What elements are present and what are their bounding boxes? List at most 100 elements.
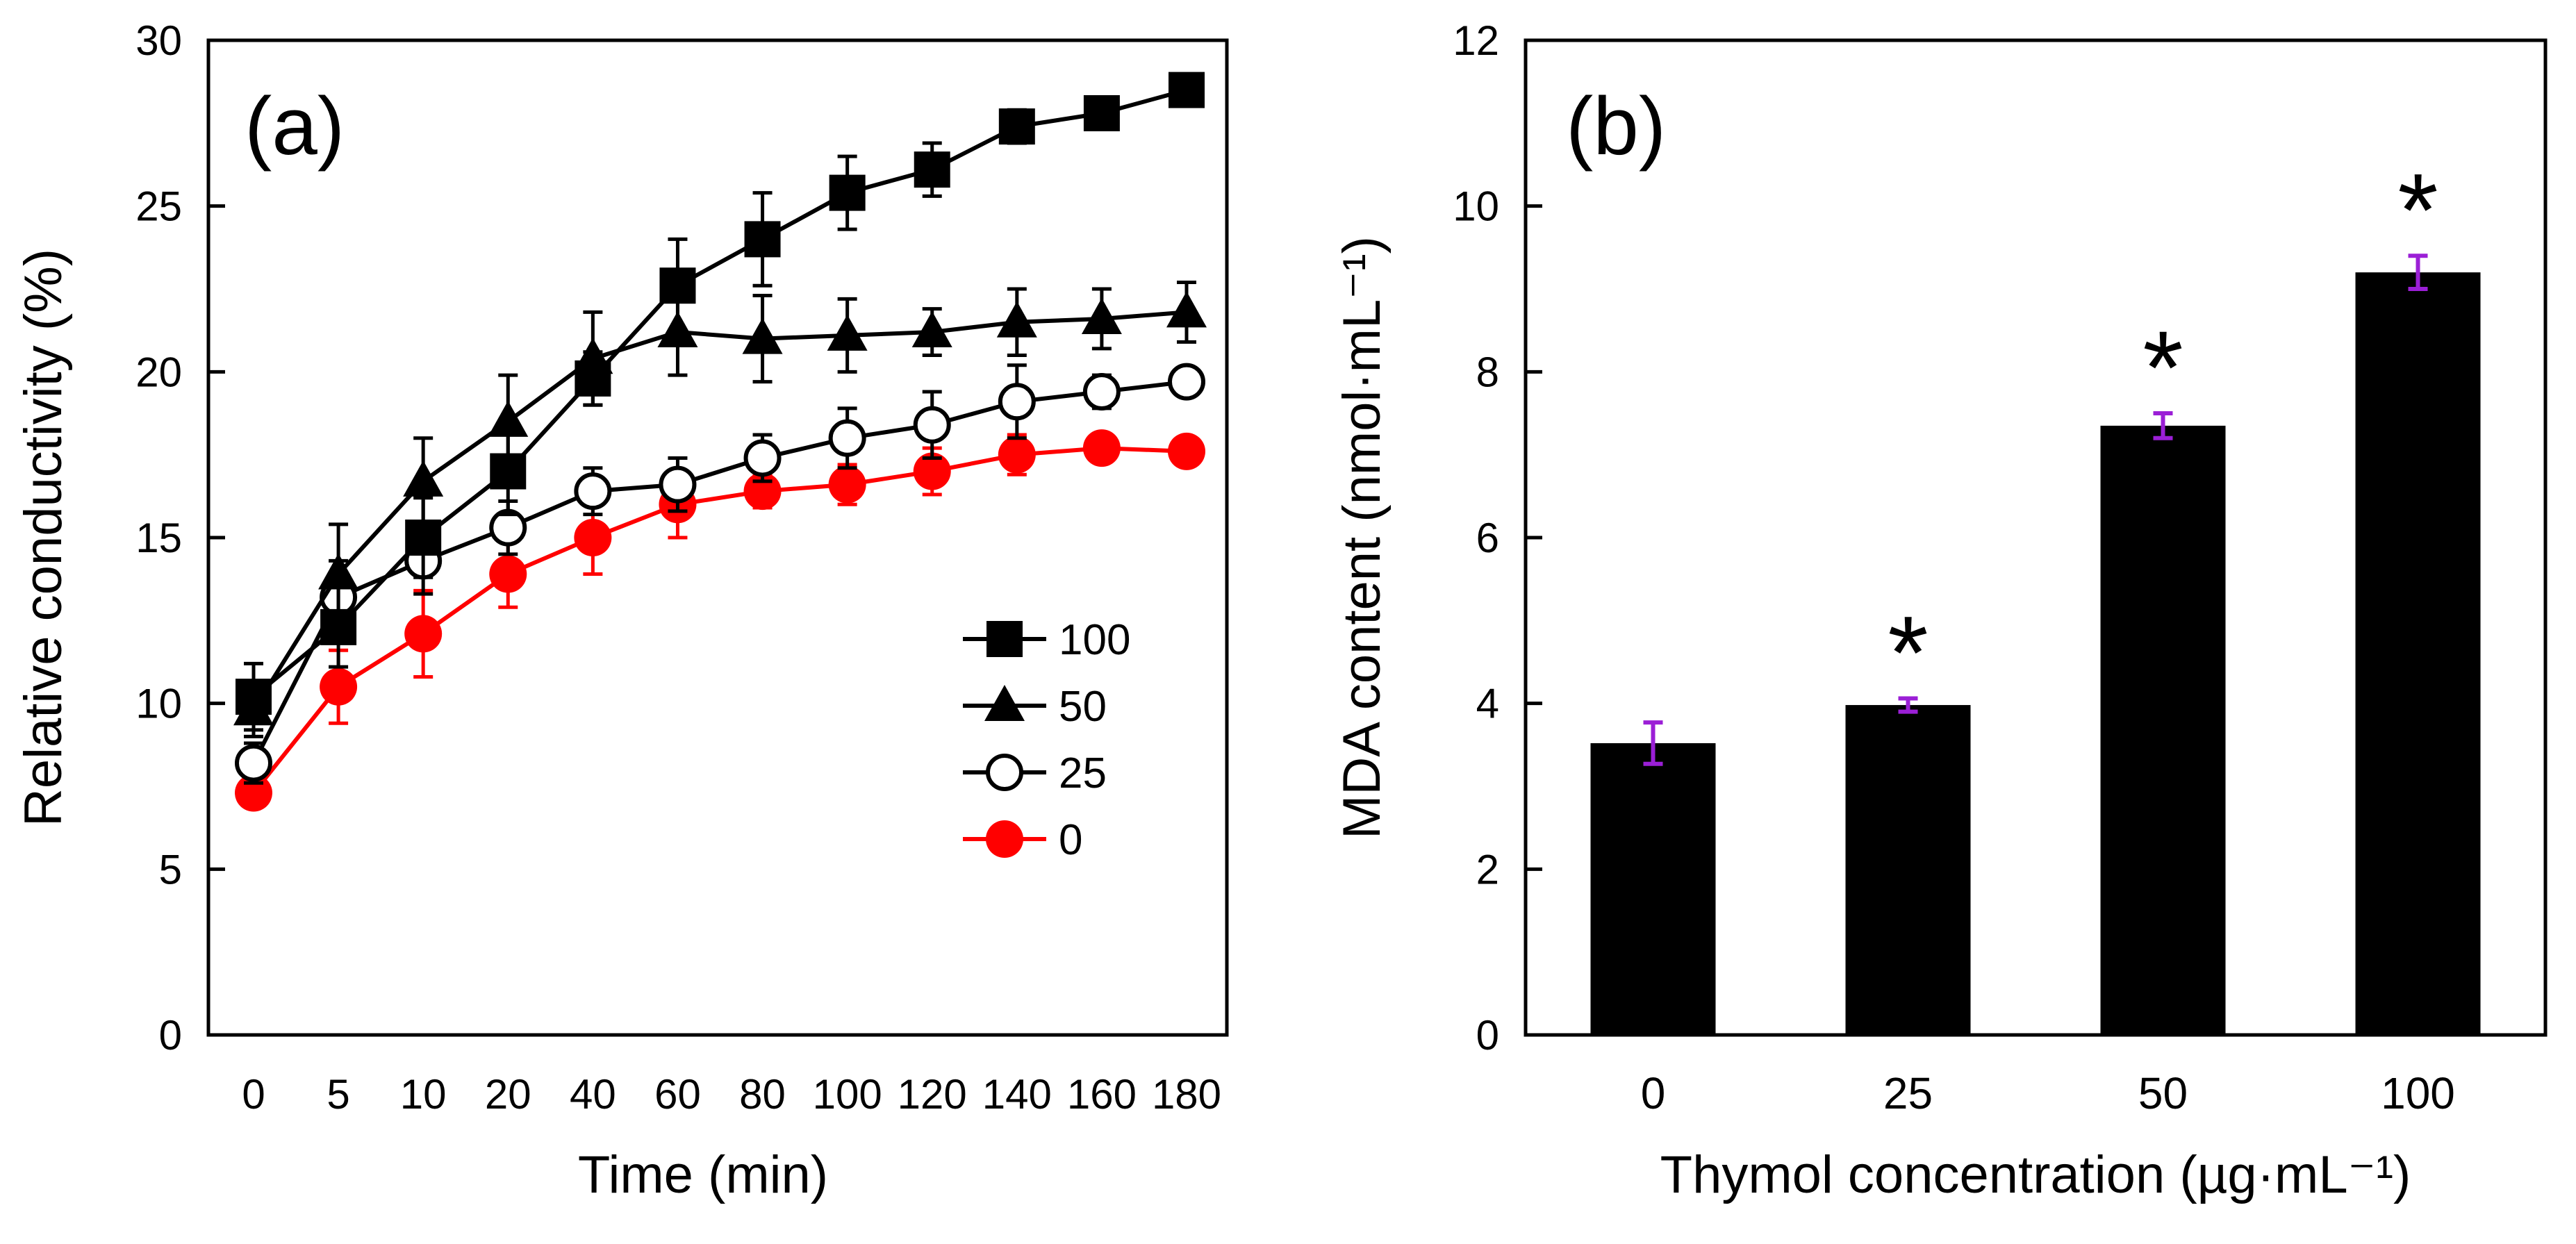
panel-a-x-tick-label: 0 xyxy=(242,1071,265,1118)
series-25-point xyxy=(235,744,272,782)
legend-label-0: 0 xyxy=(1059,816,1082,864)
bar-50 xyxy=(2100,425,2226,1035)
series-0-point xyxy=(320,667,358,706)
panel-a-x-tick-label: 140 xyxy=(982,1071,1052,1118)
panel-b-y-tick-label: 4 xyxy=(1476,681,1499,727)
legend-marker-0 xyxy=(986,820,1023,858)
panel-a-y-tick-label: 5 xyxy=(159,846,182,893)
series-100-point xyxy=(405,520,442,556)
significance-marker: * xyxy=(1888,595,1928,711)
series-25-point xyxy=(574,472,612,511)
series-0-line xyxy=(251,446,1187,795)
panel-b-y-tick-label: 0 xyxy=(1476,1012,1499,1059)
series-25-point xyxy=(659,465,697,504)
series-100-point xyxy=(236,679,272,715)
legend-label-50: 50 xyxy=(1059,683,1107,731)
legend-marker-50 xyxy=(984,685,1025,721)
series-50-point xyxy=(403,460,444,497)
panel-b-y-tick-label: 6 xyxy=(1476,515,1499,561)
series-100-line xyxy=(252,88,1187,699)
series-0-point xyxy=(404,615,443,653)
series-50-point xyxy=(318,553,359,590)
legend-marker-100 xyxy=(986,621,1023,657)
series-25 xyxy=(235,363,1205,785)
series-50-point xyxy=(1166,291,1207,328)
significance-marker: * xyxy=(2397,151,2438,268)
series-0-point xyxy=(574,519,612,556)
panel-b-bar-chart: (b) MDA content (nmol·mL⁻¹) Thymol conce… xyxy=(1332,17,2548,1204)
series-50-point xyxy=(742,317,783,354)
panel-a-x-tick-label: 5 xyxy=(327,1071,349,1118)
series-0-point xyxy=(828,465,866,504)
panel-a-y-tick-label: 25 xyxy=(135,183,182,230)
panel-a-y-axis-label: Relative conductivity (%) xyxy=(14,249,73,827)
panel-b-y-axis-label: MDA content (nmol·mL⁻¹) xyxy=(1332,236,1392,839)
bar-100 xyxy=(2355,272,2481,1036)
series-100-point xyxy=(744,221,781,258)
panel-a-y-tick-label: 10 xyxy=(135,681,182,727)
bar-0 xyxy=(1590,743,1716,1035)
series-50-point xyxy=(911,311,952,348)
series-50-point xyxy=(996,301,1037,338)
panel-a-y-tick-label: 20 xyxy=(135,349,182,395)
legend-label-100: 100 xyxy=(1059,616,1130,664)
panel-b-label: (b) xyxy=(1566,81,1666,172)
series-100-point xyxy=(490,453,527,490)
series-0-point xyxy=(998,436,1036,474)
panel-a-x-tick-label: 10 xyxy=(400,1071,447,1118)
legend-marker-25 xyxy=(986,754,1023,791)
series-50 xyxy=(233,280,1207,738)
series-100-point xyxy=(998,108,1035,145)
series-50-point xyxy=(1081,297,1122,334)
series-25-point xyxy=(913,406,951,444)
panel-a-x-tick-label: 60 xyxy=(654,1071,701,1118)
panel-b-x-tick-label: 25 xyxy=(1883,1068,1933,1118)
series-25-point xyxy=(743,439,782,477)
panel-b-x-tick-label: 100 xyxy=(2381,1068,2455,1118)
panel-a-x-tick-label: 120 xyxy=(898,1071,967,1118)
panel-a-y-tick-label: 30 xyxy=(135,17,182,64)
legend-label-25: 25 xyxy=(1059,749,1107,797)
panel-b-y-tick-label: 8 xyxy=(1476,349,1499,395)
series-25-point xyxy=(1082,372,1121,410)
panel-a-x-tick-label: 40 xyxy=(570,1071,616,1118)
series-0-point xyxy=(1168,432,1205,470)
panel-a-plot-frame xyxy=(206,38,1229,1037)
series-100-point xyxy=(1083,95,1120,132)
series-0-point xyxy=(489,555,527,593)
panel-a-x-tick-label: 180 xyxy=(1152,1071,1221,1118)
panel-a-x-tick-label: 80 xyxy=(739,1071,786,1118)
panel-a-x-axis-label: Time (min) xyxy=(578,1145,828,1204)
panel-a-x-tick-label: 20 xyxy=(485,1071,531,1118)
panel-a-label: (a) xyxy=(245,81,345,172)
series-25-line xyxy=(251,379,1187,764)
series-100-point xyxy=(829,174,866,211)
panel-b-x-axis-label: Thymol concentration (µg·mL⁻¹) xyxy=(1660,1145,2411,1204)
series-100 xyxy=(236,72,1205,732)
series-0-point xyxy=(913,452,951,490)
series-25-point xyxy=(828,419,866,457)
panel-b-y-tick-label: 12 xyxy=(1453,17,1499,64)
panel-b-x-tick-label: 0 xyxy=(1641,1068,1666,1118)
panel-b-y-tick-label: 10 xyxy=(1453,183,1499,230)
series-0-point xyxy=(1082,429,1121,467)
panel-b-y-tick-label: 2 xyxy=(1476,846,1499,893)
series-100-point xyxy=(575,360,611,397)
series-50-point xyxy=(488,400,529,437)
series-100-point xyxy=(320,608,357,645)
panel-a-legend: 100 50 25 0 xyxy=(963,616,1130,864)
series-25-point xyxy=(1168,363,1205,401)
series-50-line xyxy=(251,310,1187,711)
panel-a-y-tick-label: 0 xyxy=(159,1012,182,1059)
series-25-point xyxy=(998,383,1036,421)
bar-25 xyxy=(1845,705,1971,1035)
series-100-point xyxy=(914,151,950,188)
series-50-point xyxy=(827,314,868,351)
panel-b-x-tick-label: 50 xyxy=(2138,1068,2188,1118)
significance-marker: * xyxy=(2142,309,2183,426)
panel-a-x-tick-label: 160 xyxy=(1067,1071,1137,1118)
panel-a-line-chart: (a) Relative conductivity (%) Time (min)… xyxy=(14,17,1229,1204)
panel-a-x-tick-label: 100 xyxy=(813,1071,882,1118)
series-100-point xyxy=(659,267,696,304)
